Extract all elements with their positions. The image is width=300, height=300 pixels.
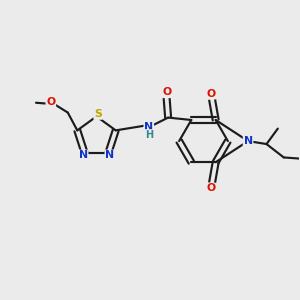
Text: N: N <box>105 150 114 161</box>
Text: N: N <box>244 136 253 146</box>
Text: O: O <box>206 89 215 99</box>
Text: S: S <box>94 109 102 119</box>
Text: N: N <box>144 122 153 131</box>
Text: O: O <box>46 97 56 107</box>
Text: N: N <box>79 150 88 161</box>
Text: H: H <box>145 130 153 140</box>
Text: O: O <box>206 183 215 193</box>
Text: O: O <box>162 87 171 97</box>
